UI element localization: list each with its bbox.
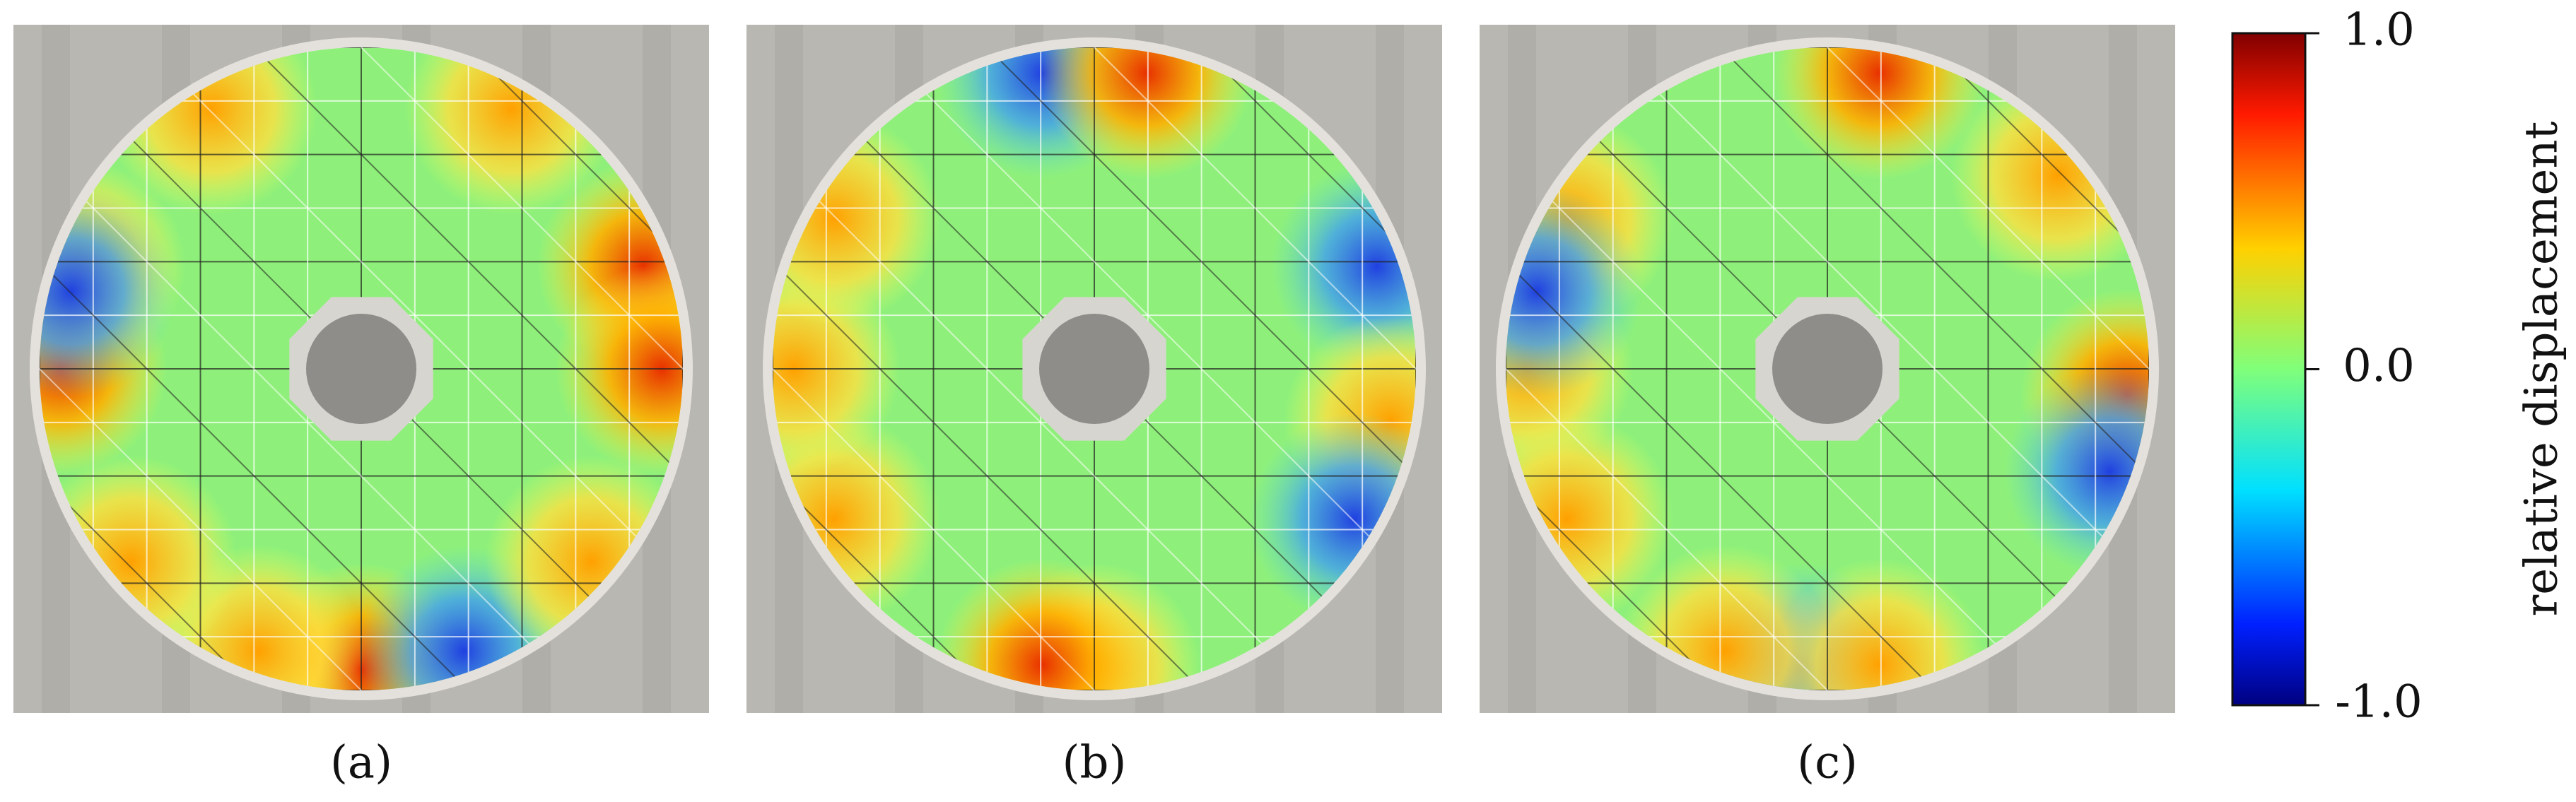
mesh-diagonal <box>1506 47 1828 690</box>
mesh-diagonal <box>773 47 988 690</box>
panel: (a) <box>13 25 709 789</box>
colorbar-tick-label: 0.0 <box>2343 340 2415 392</box>
field-blob <box>1773 558 1986 690</box>
panel-label: (c) <box>1797 737 1858 789</box>
colorbar <box>2231 32 2307 707</box>
center-bore <box>306 314 416 424</box>
panel: (c) <box>1480 25 2175 789</box>
colorbar-label: relative displacement <box>2516 121 2568 616</box>
mesh-diagonal <box>773 47 1095 690</box>
center-bore <box>1772 314 1883 424</box>
mesh-diagonal <box>1612 47 2149 690</box>
field-blob <box>1040 47 1253 179</box>
mesh-diagonal <box>40 47 362 690</box>
mesh-diagonal <box>986 47 1416 690</box>
field-blob <box>2003 365 2149 578</box>
field-blob <box>1773 47 1986 179</box>
mesh-diagonal <box>1506 47 1721 690</box>
panel: (b) <box>747 25 1442 789</box>
center-bore <box>1039 314 1149 424</box>
mesh-diagonal <box>40 47 577 690</box>
panel-label: (a) <box>330 737 392 789</box>
mesh-diagonal <box>1933 47 2149 690</box>
mesh-diagonal <box>467 47 683 690</box>
mesh-diagonal <box>253 47 683 690</box>
mesh-diagonal <box>1827 47 2149 690</box>
mesh-diagonal <box>1719 47 2149 690</box>
field-blob <box>1618 545 1831 690</box>
mesh-diagonal <box>1200 47 1416 690</box>
colorbar-axis: 1.0 0.0 -1.0 <box>2305 4 2423 729</box>
mesh-diagonal <box>40 47 255 690</box>
field-blob <box>1270 160 1416 372</box>
mesh-diagonal <box>1094 47 1416 690</box>
mesh-diagonal <box>1506 47 1936 690</box>
mesh-diagonal <box>40 47 469 690</box>
mesh-diagonal <box>361 47 683 690</box>
colorbar-tick-label: -1.0 <box>2335 676 2422 729</box>
mesh-diagonal <box>773 47 1310 690</box>
mesh-diagonal <box>773 47 1202 690</box>
field-blob <box>936 558 1149 690</box>
colorbar-tick-label: 1.0 <box>2343 4 2415 57</box>
mesh-diagonal <box>879 47 1416 690</box>
panel-label: (b) <box>1062 737 1127 789</box>
